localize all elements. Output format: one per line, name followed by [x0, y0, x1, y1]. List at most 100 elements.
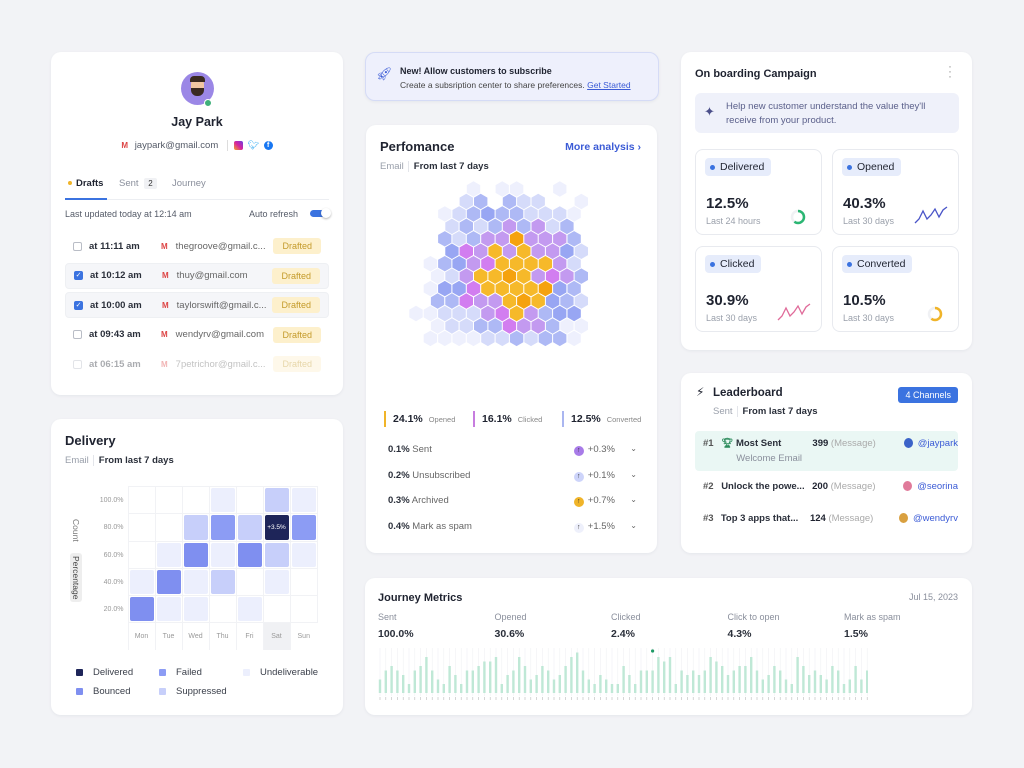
journey-bar[interactable] [842, 684, 846, 693]
heatmap-cell[interactable] [237, 488, 262, 512]
twitter-icon[interactable]: 🐦︎ [247, 140, 259, 150]
stat-card[interactable]: Opened 40.3% Last 30 days [832, 149, 959, 235]
heatmap-cell[interactable] [210, 515, 235, 540]
row-checkbox[interactable] [73, 359, 82, 369]
journey-bar[interactable] [506, 675, 509, 693]
journey-bar[interactable] [848, 679, 851, 694]
heatmap-cell[interactable] [183, 543, 208, 567]
heatmap-cell[interactable] [183, 488, 208, 512]
journey-bar[interactable] [622, 666, 625, 693]
journey-bar[interactable] [587, 679, 590, 694]
journey-bar[interactable] [831, 666, 834, 693]
journey-bar[interactable] [645, 670, 648, 694]
toggle-percentage[interactable]: Percentage [70, 553, 82, 603]
journey-bar[interactable] [639, 670, 643, 694]
journey-bar[interactable] [378, 679, 382, 694]
journey-bar[interactable] [465, 670, 469, 694]
heatmap-cell[interactable] [129, 488, 154, 512]
performance-period[interactable]: From last 7 days [407, 161, 489, 172]
journey-bar[interactable] [402, 675, 405, 693]
heatmap-cell[interactable] [291, 570, 316, 594]
journey-bar[interactable] [709, 657, 712, 693]
journey-bar[interactable] [570, 657, 573, 693]
heatmap-cell[interactable] [264, 543, 289, 567]
heatmap-cell[interactable] [129, 597, 154, 621]
journey-bar[interactable] [431, 670, 434, 694]
journey-bar[interactable] [436, 679, 440, 694]
journey-bar[interactable] [442, 684, 445, 693]
heatmap-cell[interactable] [156, 570, 181, 594]
journey-bar[interactable] [825, 679, 828, 694]
journey-bar[interactable] [750, 657, 753, 693]
leaderboard-row[interactable]: #3 Top 3 apps that... 124 (Message) @wendyr… [703, 512, 958, 524]
journey-bar[interactable] [413, 670, 416, 694]
journey-bar[interactable] [448, 666, 451, 693]
heatmap-cell[interactable] [237, 570, 262, 594]
more-options-icon[interactable]: · · · [948, 59, 952, 83]
chevron-down-icon[interactable]: ⌄ [630, 495, 637, 504]
journey-bar[interactable] [425, 657, 428, 693]
journey-bar[interactable] [523, 666, 527, 693]
metric-row[interactable]: 0.1% Sent ↑ +0.3% ⌄ [388, 444, 637, 456]
journey-bar[interactable] [837, 670, 840, 694]
row-checkbox[interactable] [73, 330, 82, 339]
row-checkbox[interactable]: ✓ [74, 300, 83, 310]
heatmap-cell[interactable] [129, 543, 154, 567]
heatmap-cell[interactable] [129, 515, 154, 540]
facebook-icon[interactable]: f [263, 140, 273, 150]
journey-bar[interactable] [396, 670, 399, 694]
heatmap-cell[interactable] [210, 597, 235, 621]
journey-bar[interactable] [558, 675, 561, 693]
journey-bar[interactable] [744, 666, 747, 693]
row-checkbox[interactable] [73, 241, 82, 251]
tab-drafts[interactable]: Drafts [65, 178, 107, 200]
journey-bar[interactable] [854, 666, 857, 693]
journey-bar[interactable] [599, 675, 602, 693]
journey-bar[interactable] [790, 684, 793, 693]
heatmap-cell[interactable] [210, 543, 235, 567]
journey-bar[interactable] [547, 670, 550, 694]
journey-bar[interactable] [384, 670, 387, 694]
journey-bar[interactable] [390, 666, 393, 693]
journey-bar[interactable] [668, 657, 672, 693]
journey-bar[interactable] [616, 684, 619, 693]
heatmap-cell[interactable] [210, 488, 235, 512]
heatmap-cell[interactable] [210, 570, 235, 594]
journey-bar[interactable] [512, 670, 515, 694]
journey-bar[interactable] [460, 684, 463, 693]
heatmap-cell[interactable] [291, 488, 316, 512]
journey-bar[interactable] [552, 679, 556, 694]
journey-bar[interactable] [634, 684, 637, 693]
tab-sent[interactable]: Sent 2 [119, 178, 157, 189]
journey-bar[interactable] [697, 675, 701, 693]
heatmap-cell[interactable] [156, 597, 181, 621]
journey-bar[interactable] [808, 675, 811, 693]
chevron-down-icon[interactable]: ⌄ [630, 520, 637, 530]
journey-bar[interactable] [813, 670, 817, 694]
heatmap-cell[interactable] [183, 515, 208, 540]
heatmap-cell[interactable] [237, 597, 262, 621]
get-started-link[interactable]: Get Started [587, 80, 631, 90]
chevron-down-icon[interactable]: ⌄ [630, 444, 637, 453]
heatmap-cell[interactable] [291, 597, 316, 621]
journey-bar[interactable] [605, 679, 608, 694]
heatmap-cell[interactable] [183, 597, 208, 621]
journey-bar[interactable] [773, 666, 776, 693]
journey-bar[interactable] [471, 670, 474, 694]
heatmap-cell[interactable] [237, 515, 262, 540]
profile-email[interactable]: jaypark@gmail.com [134, 140, 219, 151]
journey-bar[interactable] [663, 661, 666, 694]
journey-bar[interactable] [518, 657, 521, 693]
heatmap-cell[interactable] [291, 515, 316, 540]
journey-bar[interactable] [657, 657, 660, 693]
journey-bar[interactable] [755, 670, 759, 694]
heatmap-cell[interactable] [264, 597, 289, 621]
more-analysis-link[interactable]: More analysis › [565, 141, 641, 153]
toggle-count[interactable]: Count [71, 519, 81, 542]
heatmap-cell[interactable] [156, 515, 181, 540]
row-checkbox[interactable]: ✓ [74, 271, 83, 280]
leaderboard-row[interactable]: #2 Unlock the powe... 200 (Message) @seorin… [703, 480, 958, 492]
journey-bar[interactable] [494, 657, 498, 693]
y-axis-toggle[interactable]: Count Percentage [70, 519, 87, 609]
